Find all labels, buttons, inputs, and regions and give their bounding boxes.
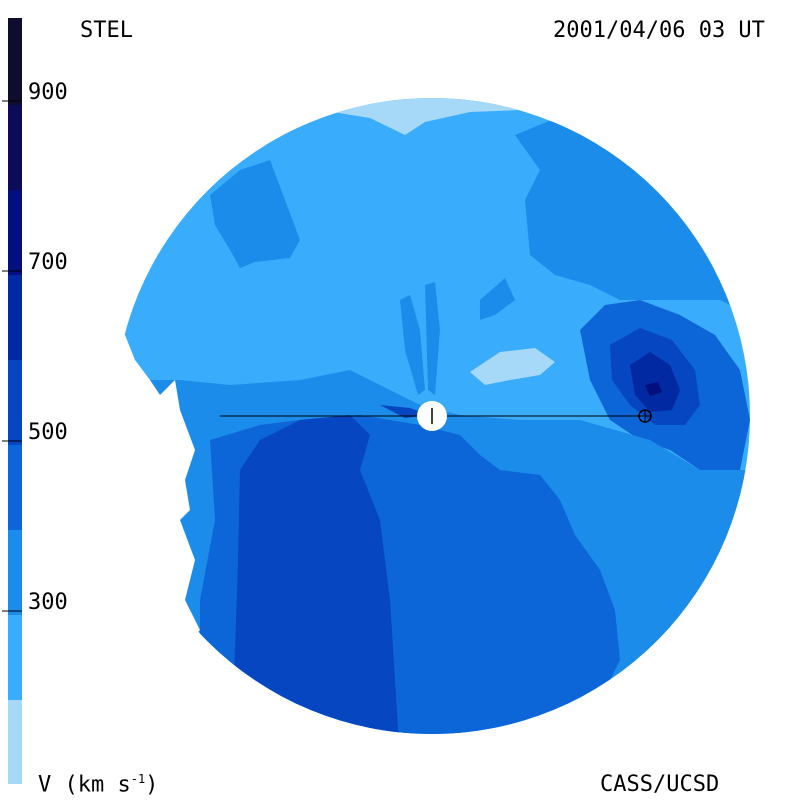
contour-spike-3 [480,278,515,320]
quantity-label-exponent: -1 [130,772,146,786]
colorbar-tick-900: 900 [28,80,68,105]
color-band-8 [8,105,22,190]
color-band-4 [8,445,22,530]
velocity-color-bar [2,18,22,784]
color-band-2 [8,615,22,700]
colorbar-quantity-label: V (km s-1) [38,772,158,797]
color-bar-tick-marks [2,100,22,612]
contour-lower-dark [230,415,400,734]
colorbar-tick-300: 300 [28,590,68,615]
map-left-edge-mask [100,330,200,640]
color-band-3 [8,530,22,615]
color-band-9 [8,18,22,105]
contour-spike-2 [425,282,440,395]
quantity-label-text: V (km s [38,772,131,798]
quantity-label-close: ) [145,772,159,798]
colorbar-tick-700: 700 [28,250,68,275]
contour-top-pale [320,98,520,135]
earth-marker [638,409,652,423]
color-band-7 [8,190,22,275]
contour-spike-1 [400,295,425,395]
contour-upper-left-patch [210,160,300,268]
color-band-6 [8,275,22,360]
color-band-1 [8,700,22,784]
contour-pale-band [470,348,555,385]
color-band-5 [8,360,22,445]
contour-right-inner [630,352,680,412]
header-source-label: STEL [80,18,133,43]
color-bar-bands [8,18,22,784]
footer-credit: CASS/UCSD [600,772,720,797]
contour-right-dark [645,382,662,396]
colorbar-tick-500: 500 [28,420,68,445]
header-timestamp: 2001/04/06 03 UT [553,18,765,43]
